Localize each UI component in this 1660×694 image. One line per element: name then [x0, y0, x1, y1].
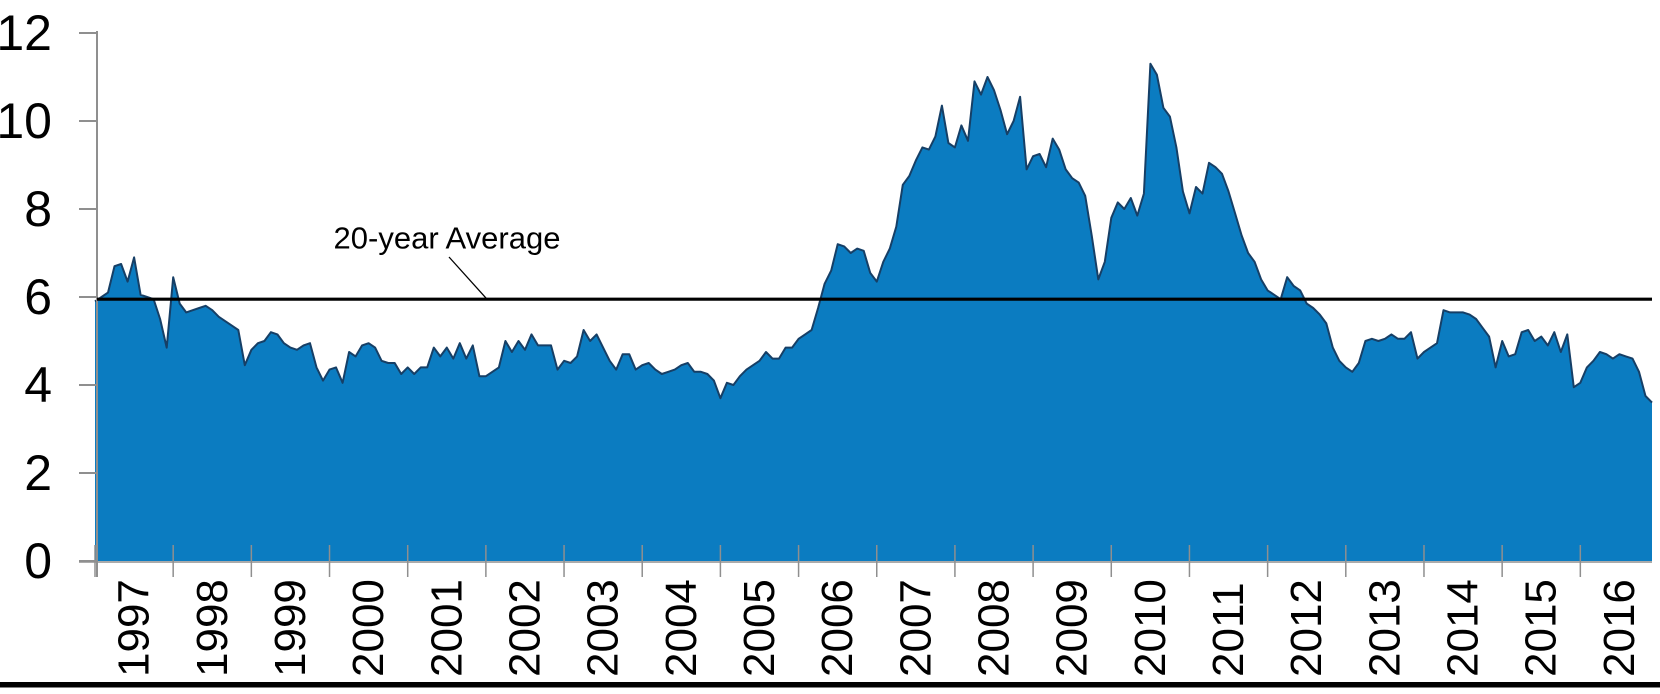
- x-axis-year-label: 2008: [970, 579, 1019, 677]
- x-tick-labels-group: 1997 1998 1999 2000 2001 2002 2003 2004 2005 2006…: [110, 579, 1644, 677]
- x-axis-year-label: 2014: [1439, 579, 1488, 677]
- area-edge-line: [94, 62, 1653, 404]
- x-axis-year-label: 2010: [1126, 579, 1175, 677]
- x-axis-year-label: 2004: [657, 579, 706, 677]
- average-line-annotation: 20-year Average: [334, 221, 561, 256]
- x-axis-year-label: 2009: [1048, 579, 1097, 677]
- y-axis-tick-label: 4: [24, 357, 52, 413]
- y-axis-tick-label: 8: [24, 181, 52, 237]
- x-axis-year-label: 2006: [813, 579, 862, 677]
- x-axis-year-label: 2015: [1517, 579, 1566, 677]
- average-line-group: [97, 256, 1652, 301]
- x-axis-year-label: 2001: [422, 579, 471, 677]
- x-axis-year-label: 2000: [344, 579, 393, 677]
- y-axis-tick-label: 10: [0, 93, 52, 149]
- y-ticks-group: [79, 32, 97, 562]
- x-axis-year-label: 2003: [579, 579, 628, 677]
- area-fill: [95, 63, 1652, 562]
- x-axis-year-label: 2002: [501, 579, 550, 677]
- x-axis-year-label: 2016: [1595, 579, 1644, 677]
- x-ticks-group: [94, 545, 1582, 577]
- y-axis-tick-label: 6: [24, 269, 52, 325]
- bottom-border-bar: [0, 682, 1660, 688]
- x-axis-year-label: 1999: [266, 579, 315, 677]
- x-axis-year-label: 2005: [735, 579, 784, 677]
- y-axis-tick-label: 0: [24, 533, 52, 589]
- x-axis-year-label: 1998: [188, 579, 237, 677]
- x-axis-year-label: 1997: [110, 579, 159, 677]
- x-axis-year-label: 2007: [891, 579, 940, 677]
- annotation-leader-line: [448, 256, 488, 300]
- y-axis-tick-label: 2: [24, 445, 52, 501]
- area-series-group: [94, 62, 1653, 562]
- x-axis-year-label: 2012: [1282, 579, 1331, 677]
- y-axis-tick-label: 12: [0, 5, 52, 61]
- x-axis-year-label: 2011: [1204, 582, 1253, 677]
- y-tick-labels-group: 0 2 4 6 8 10 12: [0, 5, 52, 589]
- x-axis-year-label: 2013: [1360, 579, 1409, 677]
